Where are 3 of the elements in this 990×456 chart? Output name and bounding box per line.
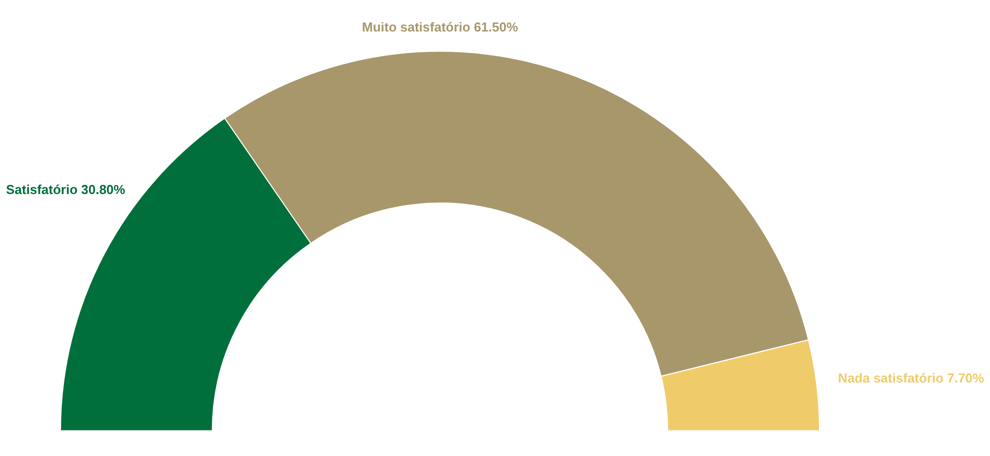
slice-label: Satisfatório 30.80%	[6, 182, 126, 197]
slice-label: Muito satisfatório 61.50%	[362, 19, 518, 34]
slice-label: Nada satisfatório 7.70%	[838, 370, 984, 386]
